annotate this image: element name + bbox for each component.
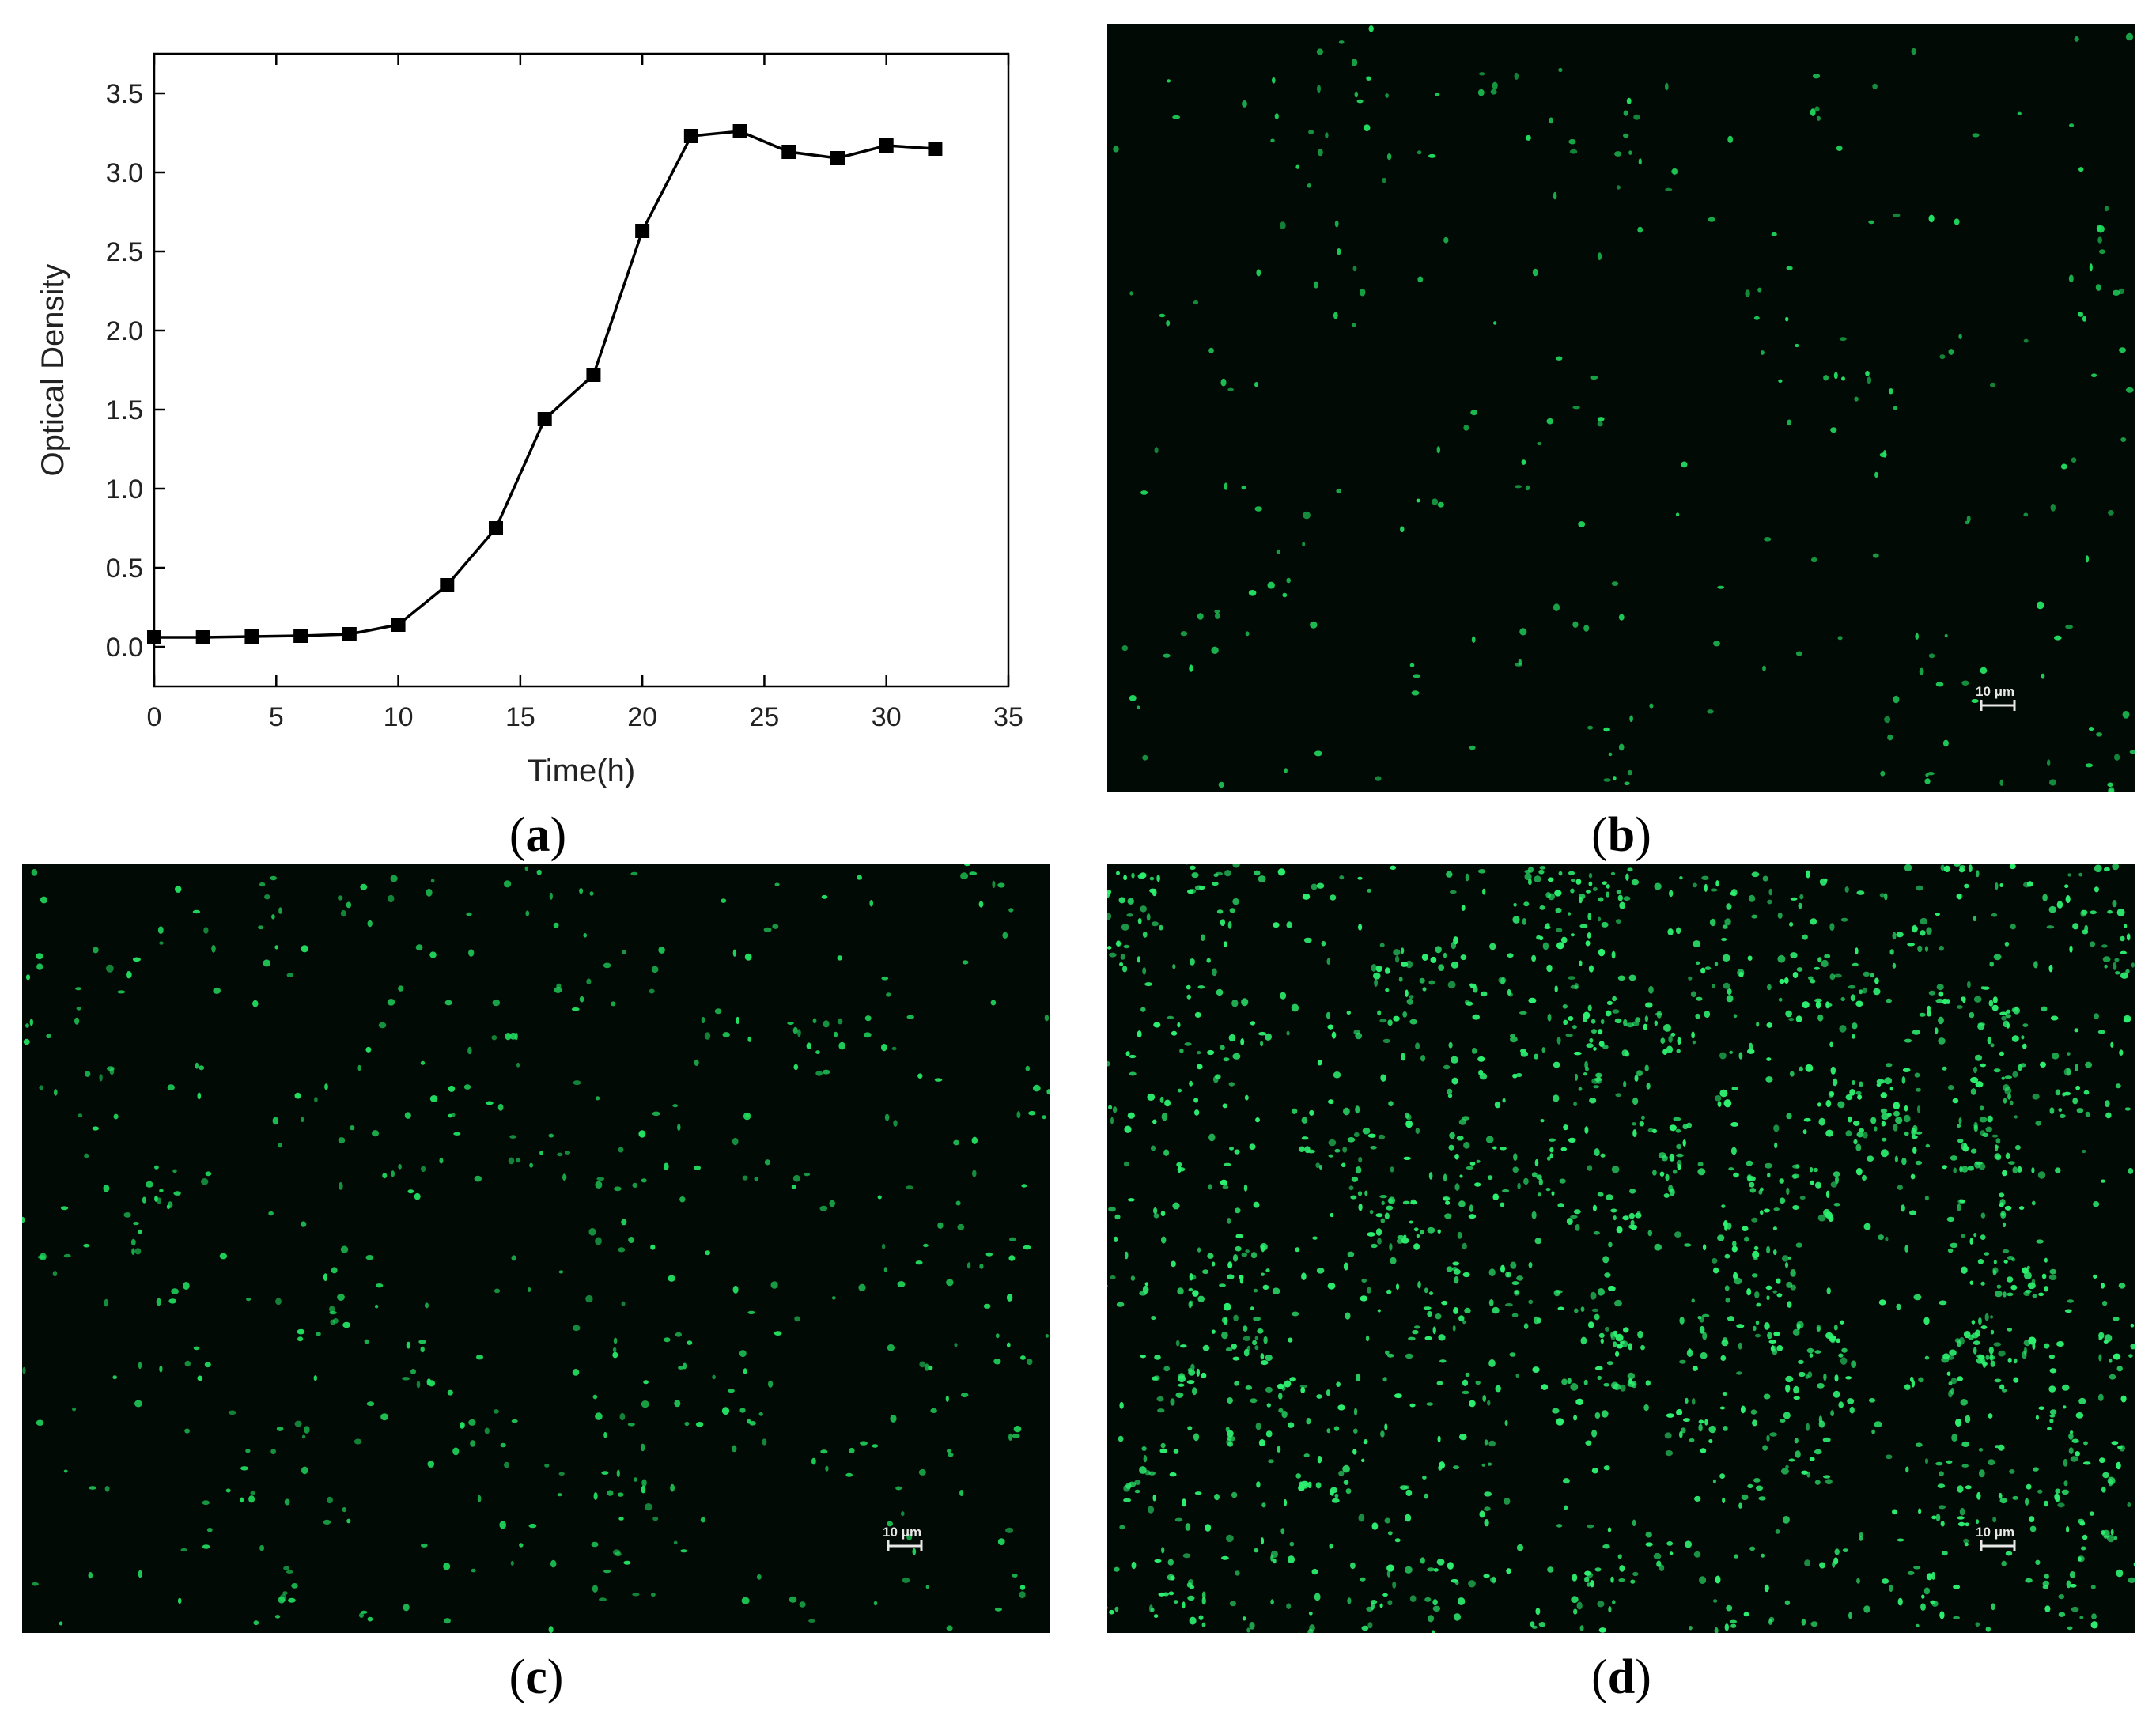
series-line: [154, 130, 936, 639]
y-tick-label: 0.0: [106, 633, 143, 663]
data-point: [732, 124, 747, 138]
micrograph-c: 10 μm: [22, 864, 1050, 1633]
caption-b: (b): [1591, 808, 1651, 862]
data-point: [391, 618, 406, 632]
data-point: [293, 629, 308, 643]
scale-bar-label-d: 10 μm: [1976, 1525, 2014, 1540]
x-tick-label: 10: [384, 702, 414, 732]
fluorescent-cells-d: [1107, 864, 2135, 1633]
data-point: [195, 630, 210, 644]
y-tick-label: 2.0: [106, 316, 143, 346]
x-tick-label: 5: [269, 702, 284, 732]
caption-a: (a): [509, 808, 567, 862]
micrograph-b: 10 μm: [1107, 24, 2135, 792]
fluorescent-cells-c: [22, 864, 1050, 1633]
x-axis-label: Time(h): [528, 754, 635, 788]
scale-bar-c: 10 μm: [883, 1525, 923, 1551]
y-tick-label: 0.5: [106, 554, 143, 584]
data-point: [147, 630, 161, 644]
data-point: [537, 412, 552, 426]
micrograph-d: 10 μm: [1107, 864, 2135, 1633]
y-tick-label: 1.5: [106, 395, 143, 425]
data-point: [683, 129, 698, 143]
caption-d: (d): [1591, 1650, 1651, 1704]
caption-c: (c): [509, 1650, 564, 1704]
y-axis-label: Optical Density: [36, 264, 70, 477]
growth-curve-chart: 0 5 10 15 20 25 30 35 0.0 0.5 1.0 1.5 2.0 2.5 3.0 3.5 Ti…: [32, 24, 1052, 807]
scale-bar-label-c: 10 μm: [883, 1525, 921, 1540]
y-tick-label: 2.5: [106, 237, 143, 267]
micrograph-c-canvas: 10 μm: [22, 864, 1050, 1633]
plot-frame: [153, 52, 1010, 688]
data-point: [342, 627, 357, 641]
data-point: [879, 138, 894, 153]
x-tick-label: 20: [627, 702, 657, 732]
scale-bar-label-b: 10 μm: [1976, 684, 2014, 699]
x-tick-label: 0: [147, 702, 162, 732]
y-tick-label: 1.0: [106, 474, 143, 505]
x-tick-label: 30: [872, 702, 902, 732]
scale-bar-d: 10 μm: [1976, 1525, 2016, 1551]
data-point: [244, 629, 259, 644]
x-tick-label: 15: [505, 702, 535, 732]
data-point: [635, 224, 650, 238]
micrograph-d-canvas: 10 μm: [1107, 864, 2135, 1633]
data-point: [440, 578, 455, 592]
micrograph-b-canvas: 10 μm: [1113, 25, 2135, 792]
y-tick-label: 3.5: [106, 79, 143, 109]
x-tick-label: 25: [750, 702, 780, 732]
x-tick-label: 35: [993, 702, 1023, 732]
data-point: [928, 142, 943, 156]
data-point: [586, 368, 601, 382]
chart-svg: 0 5 10 15 20 25 30 35 0.0 0.5 1.0 1.5 2.0 2.5 3.0 3.5 Ti…: [36, 52, 1023, 788]
data-point: [830, 151, 845, 165]
y-tick-label: 3.0: [106, 158, 143, 188]
scale-bar-b: 10 μm: [1976, 684, 2016, 711]
data-point: [489, 521, 503, 535]
fluorescent-cells-b: [1113, 25, 2135, 792]
data-point: [781, 145, 796, 159]
